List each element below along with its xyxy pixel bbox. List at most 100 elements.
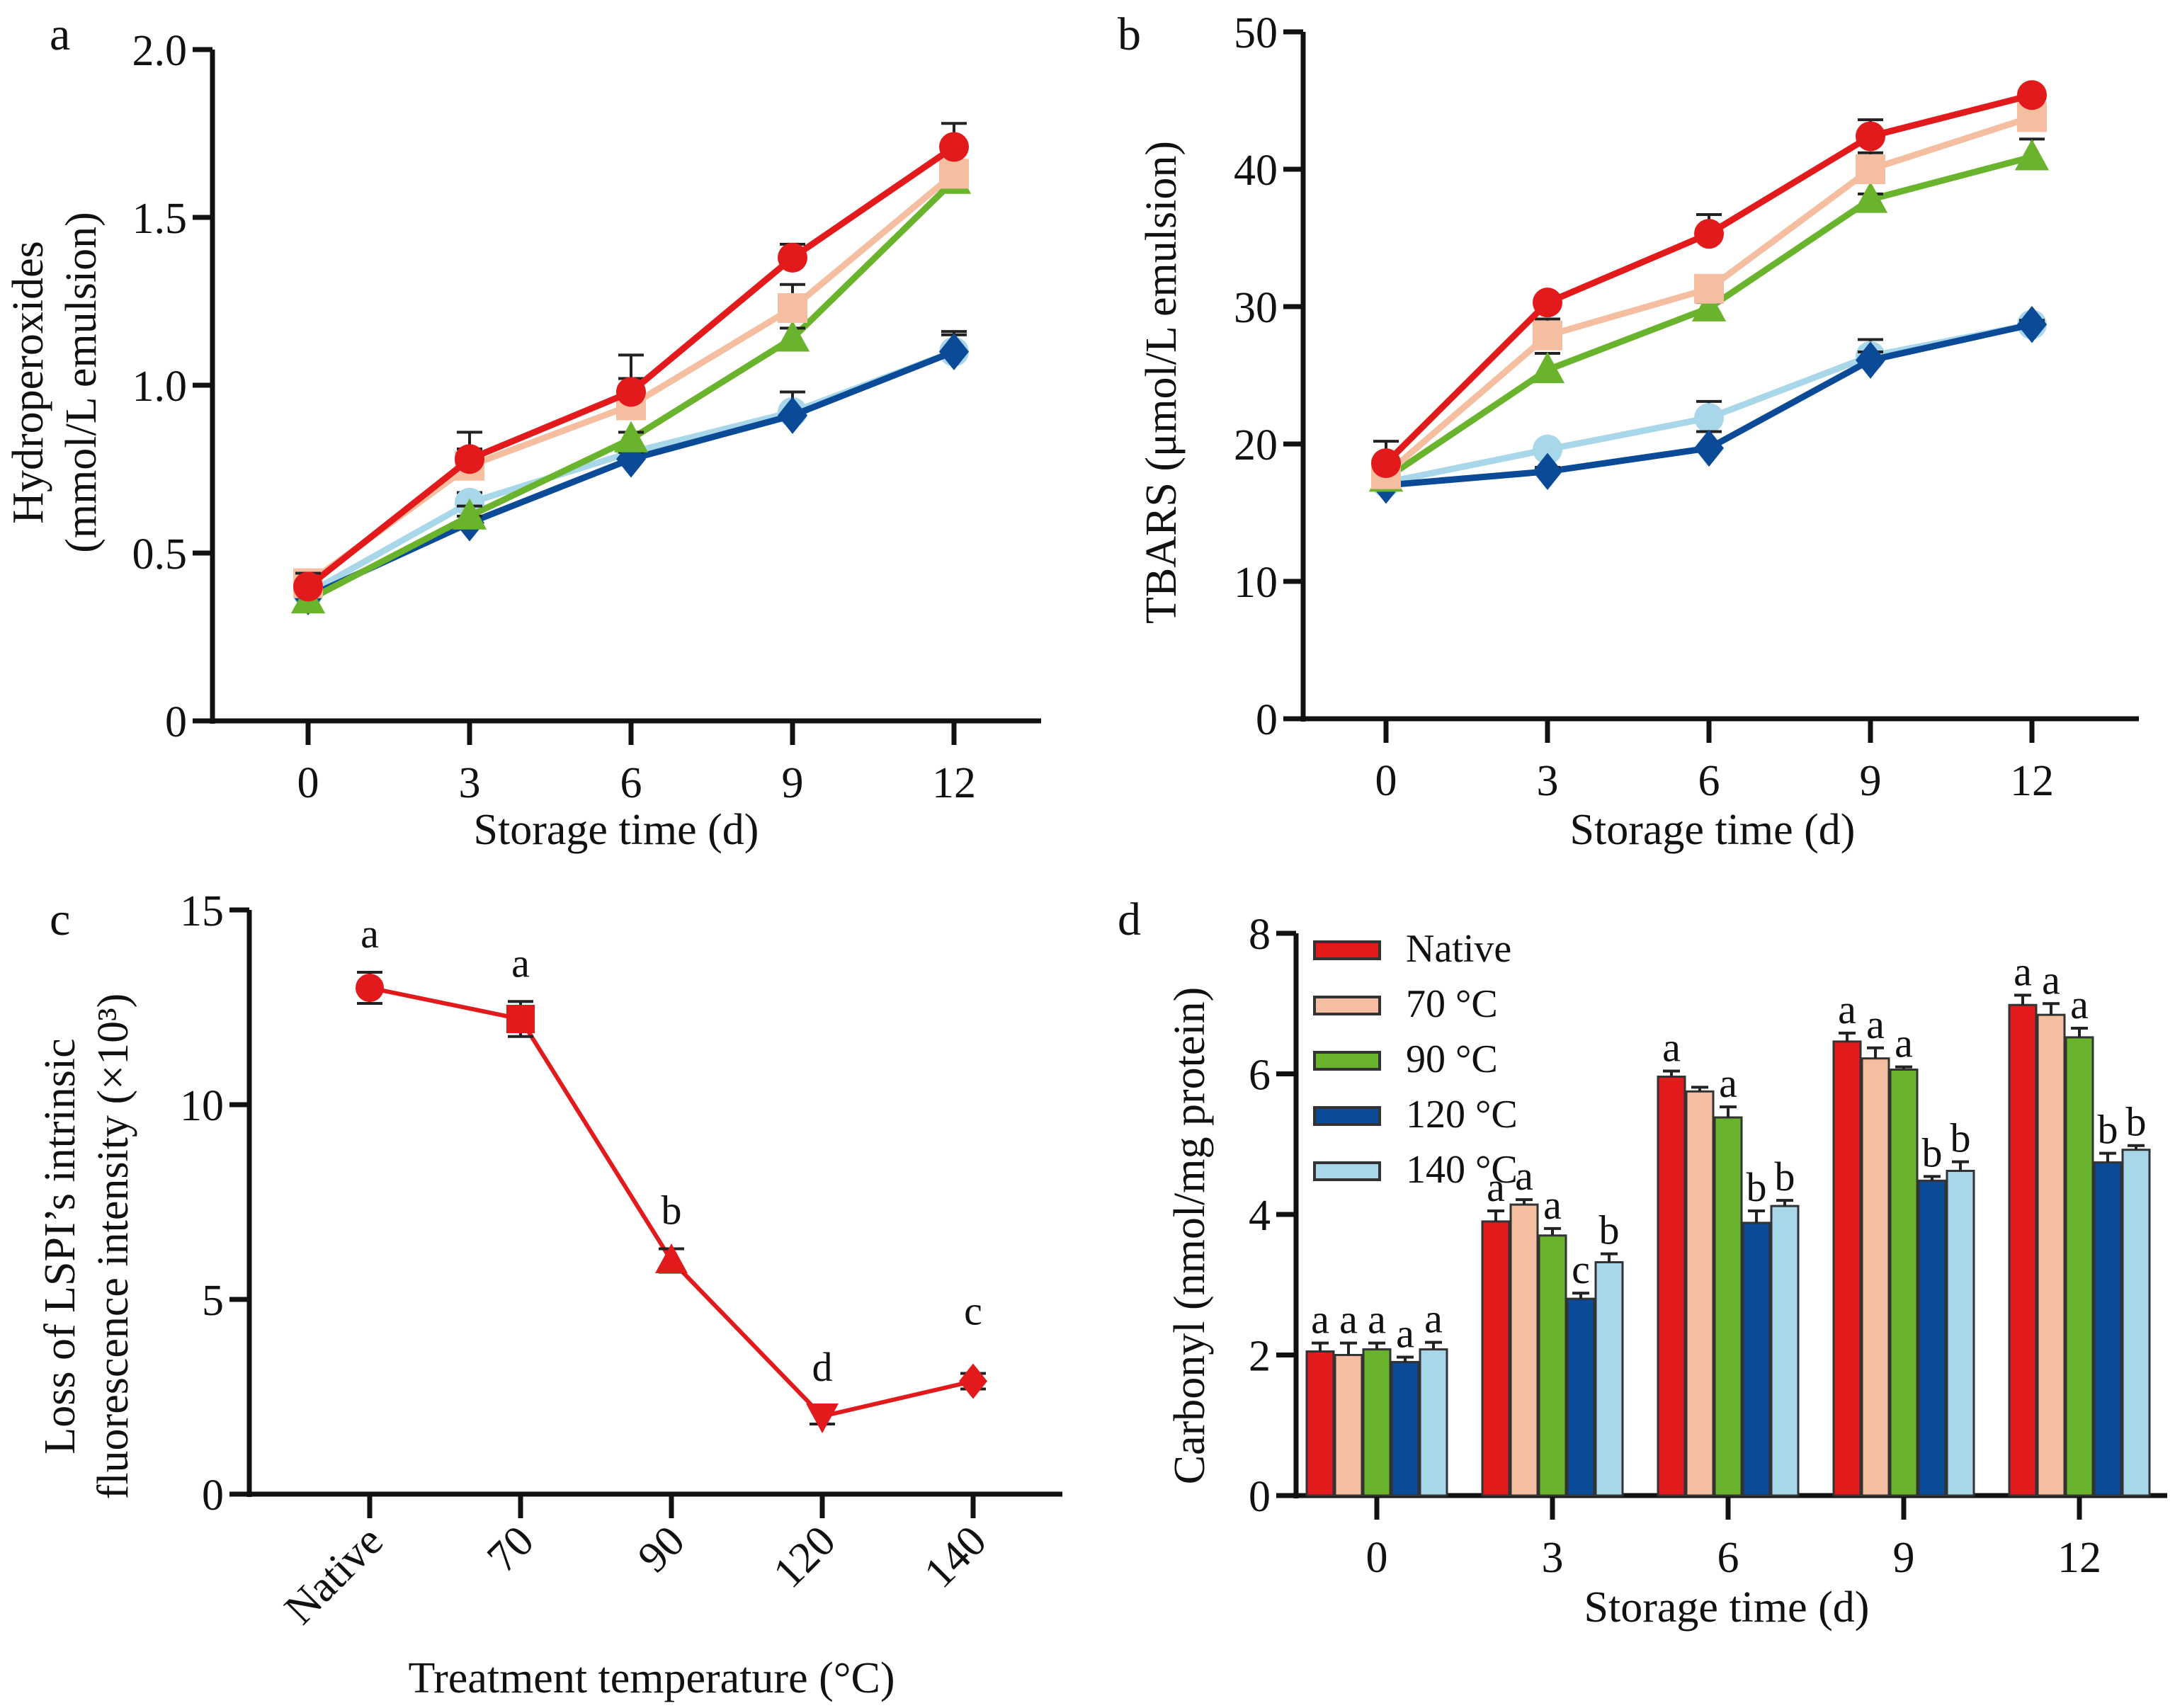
y-tick-label: 8 [1249, 911, 1271, 959]
bar [1742, 1222, 1771, 1497]
x-tick-label: 12 [2010, 757, 2054, 805]
significance-label: b [1775, 1154, 1795, 1200]
significance-label: a [1515, 1153, 1533, 1199]
data-point [939, 333, 969, 370]
significance-label: a [511, 940, 530, 986]
series-native [1371, 80, 2047, 479]
bar [1509, 1203, 1539, 1497]
y-tick-label: 15 [180, 887, 224, 935]
y-tick-label: 2.0 [132, 27, 188, 75]
significance-label: b [1599, 1207, 1620, 1253]
bar [1362, 1348, 1392, 1497]
bar [1657, 1075, 1686, 1497]
bar [1917, 1179, 1947, 1497]
x-tick-label: 3 [1537, 757, 1559, 805]
y-tick-label: 10 [1234, 559, 1278, 607]
x-tick-label: 6 [1717, 1534, 1739, 1582]
significance-label: c [964, 1288, 982, 1334]
bar [1538, 1234, 1567, 1497]
significance-label: a [1424, 1296, 1443, 1342]
data-point [778, 292, 807, 323]
significance-label: a [360, 911, 379, 957]
significance-label: b [1922, 1129, 1943, 1175]
bar [1305, 1350, 1335, 1497]
legend-label: Native [1406, 927, 1511, 971]
data-point [356, 974, 384, 1002]
y-axis-label: TBARS (μmol/L emulsion) [1137, 141, 1186, 624]
x-tick-label: 12 [932, 759, 976, 807]
data-point [1856, 154, 1885, 184]
x-tick-label: 6 [620, 759, 642, 807]
legend-swatch [1313, 1051, 1381, 1071]
x-tick-label: 0 [1375, 757, 1397, 805]
data-point [959, 1363, 987, 1399]
y-tick-label: 1.5 [132, 195, 188, 243]
y-axis-label-line1: Hydroperoxides [4, 241, 52, 523]
panel-letter-c: c [50, 894, 70, 945]
y-tick-label: 50 [1234, 9, 1278, 57]
significance-label: b [2126, 1099, 2147, 1145]
legend-swatch [1313, 940, 1381, 960]
x-tick-label: 0 [297, 759, 319, 807]
series-native [293, 122, 969, 602]
y-tick-label: 10 [180, 1082, 224, 1130]
data-point [2014, 139, 2050, 171]
bar [1390, 1360, 1420, 1497]
x-axis-label: Storage time (d) [1570, 806, 1856, 854]
significance-label: a [1838, 986, 1856, 1032]
legend-swatch [1313, 1161, 1381, 1181]
significance-label: b [2098, 1107, 2118, 1153]
bar [1419, 1348, 1448, 1497]
bar [1594, 1260, 1624, 1497]
bar [1566, 1297, 1596, 1497]
data-point [1694, 219, 1724, 249]
legend-label: 90 °C [1406, 1037, 1498, 1081]
y-tick-label: 0 [1256, 696, 1278, 744]
data-point [452, 498, 487, 530]
legend: Native 70 °C 90 °C 120 °C 140 °C [1313, 927, 1518, 1192]
data-point [1694, 403, 1724, 433]
significance-label: a [1368, 1297, 1386, 1343]
bar [2093, 1161, 2123, 1497]
y-tick-label: 40 [1234, 147, 1278, 195]
data-point [1371, 448, 1401, 479]
y-axis-label: Carbonyl (nmol/mg protein) [1166, 987, 1214, 1485]
y-tick-label: 6 [1249, 1052, 1271, 1100]
x-tick-label: 6 [1698, 757, 1720, 805]
data-point [775, 320, 810, 352]
panel-a-hydroperoxides-chart: a Hydroperoxides (mmol/L emulsion) Stora… [4, 8, 1041, 854]
y-tick-label: 0 [202, 1471, 224, 1520]
y-tick-label: 5 [202, 1277, 224, 1325]
data-point [778, 242, 807, 273]
data-point [1533, 434, 1562, 465]
y-tick-label: 20 [1234, 421, 1278, 469]
y-tick-label: 30 [1234, 284, 1278, 332]
panel-letter-d: d [1118, 894, 1141, 945]
significance-label: a [1396, 1310, 1414, 1356]
data-point [1856, 341, 1885, 379]
significance-label: a [2070, 981, 2089, 1027]
x-tick-label: 9 [1860, 757, 1882, 805]
significance-label: a [1543, 1182, 1562, 1228]
panel-d-carbonyl-chart: d Carbonyl (nmol/mg protein) Storage tim… [1118, 894, 2167, 1632]
y-tick-label: 2 [1249, 1333, 1271, 1381]
significance-label: c [1572, 1246, 1590, 1292]
bar [1832, 1040, 1862, 1497]
x-tick-label: 0 [1366, 1534, 1388, 1582]
bar [1481, 1220, 1511, 1497]
data-point [293, 571, 323, 602]
legend-label: 120 °C [1406, 1093, 1518, 1137]
y-tick-label: 1.0 [132, 363, 188, 411]
data-point [2017, 80, 2047, 110]
legend-label: 140 °C [1406, 1148, 1518, 1192]
data-point [778, 397, 807, 434]
x-tick-label: 70 [478, 1517, 543, 1582]
significance-label: d [812, 1344, 833, 1390]
bar [1685, 1090, 1715, 1497]
legend-swatch [1313, 1106, 1381, 1126]
data-point [939, 132, 969, 162]
data-point [2017, 305, 2047, 343]
significance-label: a [2042, 957, 2060, 1003]
y-axis-label-line2: (mmol/L emulsion) [57, 212, 106, 553]
x-axis-label: Treatment temperature (°C) [408, 1654, 895, 1702]
